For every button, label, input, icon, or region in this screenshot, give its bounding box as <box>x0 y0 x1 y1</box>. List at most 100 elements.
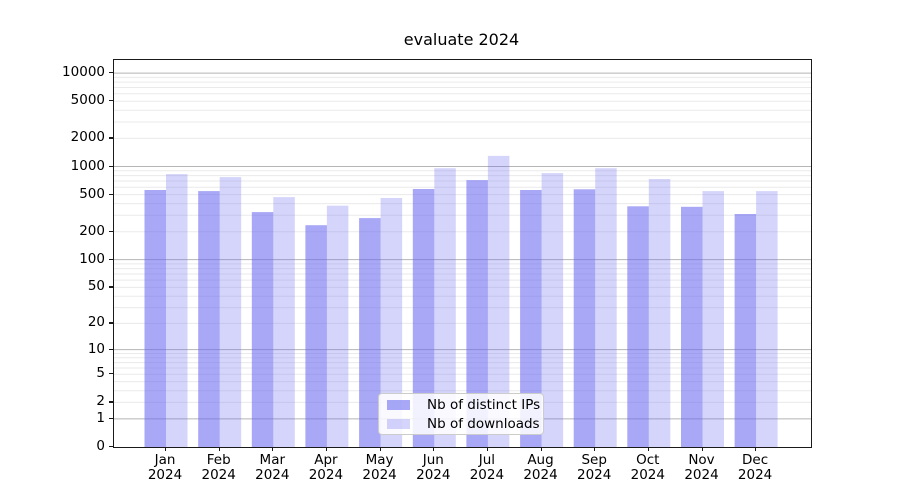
x-tick-year: 2024 <box>523 467 558 483</box>
y-tick-label: 0 <box>96 438 105 454</box>
x-tick-month: May <box>365 452 394 468</box>
legend-row: Nb of downloads <box>387 416 540 432</box>
x-tick-mark <box>218 447 220 451</box>
x-tick-label: May 2024 <box>352 453 408 483</box>
x-tick-month: Sep <box>581 452 607 468</box>
x-tick-mark <box>647 447 649 451</box>
x-tick-label: Jul 2024 <box>459 453 515 483</box>
bar-distinct-ips-may <box>359 218 381 447</box>
x-tick-year: 2024 <box>147 467 183 483</box>
legend-label: Nb of distinct IPs <box>427 396 541 413</box>
x-tick-year: 2024 <box>255 467 290 483</box>
x-tick-year: 2024 <box>737 467 773 483</box>
x-tick-label: Apr 2024 <box>298 453 354 483</box>
y-tick-label: 500 <box>79 185 105 202</box>
x-tick-mark <box>594 447 596 451</box>
plot-area <box>113 59 812 448</box>
x-tick-label: Nov 2024 <box>674 453 730 483</box>
bar-downloads-oct <box>648 179 671 447</box>
x-tick-mark <box>701 447 703 451</box>
y-tick-mark <box>109 72 113 74</box>
bar-downloads-feb <box>219 177 242 447</box>
bar-distinct-ips-aug <box>520 190 542 447</box>
bar-distinct-ips-jan <box>144 190 166 447</box>
y-tick-label: 20 <box>87 314 105 331</box>
x-tick-mark <box>325 447 328 451</box>
bar-downloads-aug <box>541 173 564 447</box>
x-tick-label: Jun 2024 <box>405 453 461 483</box>
x-tick-year: 2024 <box>308 467 344 483</box>
x-tick-mark <box>165 447 167 451</box>
x-tick-year: 2024 <box>362 467 397 483</box>
x-tick-month: Feb <box>206 452 231 468</box>
y-tick-label: 1000 <box>70 157 105 174</box>
legend-swatch-downloads <box>387 418 410 429</box>
legend-swatch-distinct-ips <box>387 399 410 410</box>
bar-downloads-mar <box>273 197 295 447</box>
y-tick-label: 5 <box>96 365 105 382</box>
bar-downloads-jun <box>434 168 456 447</box>
x-tick-label: Feb 2024 <box>191 453 247 483</box>
bar-downloads-may <box>380 198 403 447</box>
x-tick-year: 2024 <box>684 467 719 483</box>
y-tick-mark <box>109 373 113 375</box>
y-tick-label: 10 <box>87 340 105 357</box>
y-tick-mark <box>109 446 113 448</box>
y-tick-mark <box>109 286 113 288</box>
y-tick-label: 200 <box>79 222 105 239</box>
plot-canvas <box>114 72 811 447</box>
x-tick-month: Apr <box>314 452 338 468</box>
x-tick-mark <box>272 447 274 451</box>
x-tick-month: Jul <box>478 452 496 468</box>
bar-downloads-jul <box>487 155 510 447</box>
y-tick-mark <box>109 193 113 195</box>
x-tick-label: Mar 2024 <box>244 453 300 483</box>
bar-distinct-ips-nov <box>681 206 703 447</box>
x-tick-month: Nov <box>688 452 715 468</box>
y-tick-label: 2 <box>96 393 105 410</box>
x-tick-month: Oct <box>636 452 660 468</box>
bar-downloads-apr <box>326 205 349 447</box>
x-tick-year: 2024 <box>630 467 665 483</box>
y-tick-mark <box>109 322 113 324</box>
bar-distinct-ips-sep <box>573 189 596 447</box>
bar-downloads-sep <box>595 168 617 447</box>
legend: Nb of distinct IPs Nb of downloads <box>378 393 544 435</box>
x-tick-label: Sep 2024 <box>566 453 622 483</box>
x-tick-label: Jan 2024 <box>137 453 193 483</box>
bar-distinct-ips-oct <box>627 206 649 447</box>
x-tick-month: Jun <box>422 452 444 468</box>
x-tick-month: Jan <box>154 452 176 468</box>
bar-distinct-ips-jul <box>466 180 488 447</box>
x-tick-year: 2024 <box>577 467 612 483</box>
x-tick-month: Aug <box>527 452 554 468</box>
y-tick-mark <box>109 230 113 232</box>
x-tick-mark <box>433 447 435 451</box>
y-tick-mark <box>109 401 113 403</box>
y-tick-mark <box>109 165 113 167</box>
x-tick-mark <box>755 447 757 451</box>
bar-distinct-ips-feb <box>198 191 220 447</box>
bar-distinct-ips-jun <box>412 189 435 447</box>
x-tick-month: Mar <box>259 452 286 468</box>
bar-distinct-ips-mar <box>251 212 274 447</box>
y-tick-label: 2000 <box>70 129 105 146</box>
y-tick-mark <box>109 417 113 420</box>
x-tick-year: 2024 <box>201 467 236 483</box>
y-tick-mark <box>109 348 113 350</box>
x-tick-mark <box>379 447 381 451</box>
legend-label: Nb of downloads <box>427 415 540 432</box>
chart-title: evaluate 2024 <box>403 30 520 49</box>
bar-downloads-dec <box>756 191 778 447</box>
y-tick-label: 100 <box>79 250 105 267</box>
x-tick-mark <box>540 447 542 451</box>
y-tick-mark <box>109 137 113 139</box>
x-tick-month: Dec <box>742 452 769 468</box>
y-tick-mark <box>109 258 113 260</box>
bar-downloads-jan <box>166 174 188 447</box>
legend-row: Nb of distinct IPs <box>387 397 540 413</box>
y-tick-label: 5000 <box>70 92 105 109</box>
x-tick-label: Dec 2024 <box>727 453 783 483</box>
bar-distinct-ips-apr <box>305 225 327 447</box>
y-tick-label: 1 <box>96 409 105 426</box>
